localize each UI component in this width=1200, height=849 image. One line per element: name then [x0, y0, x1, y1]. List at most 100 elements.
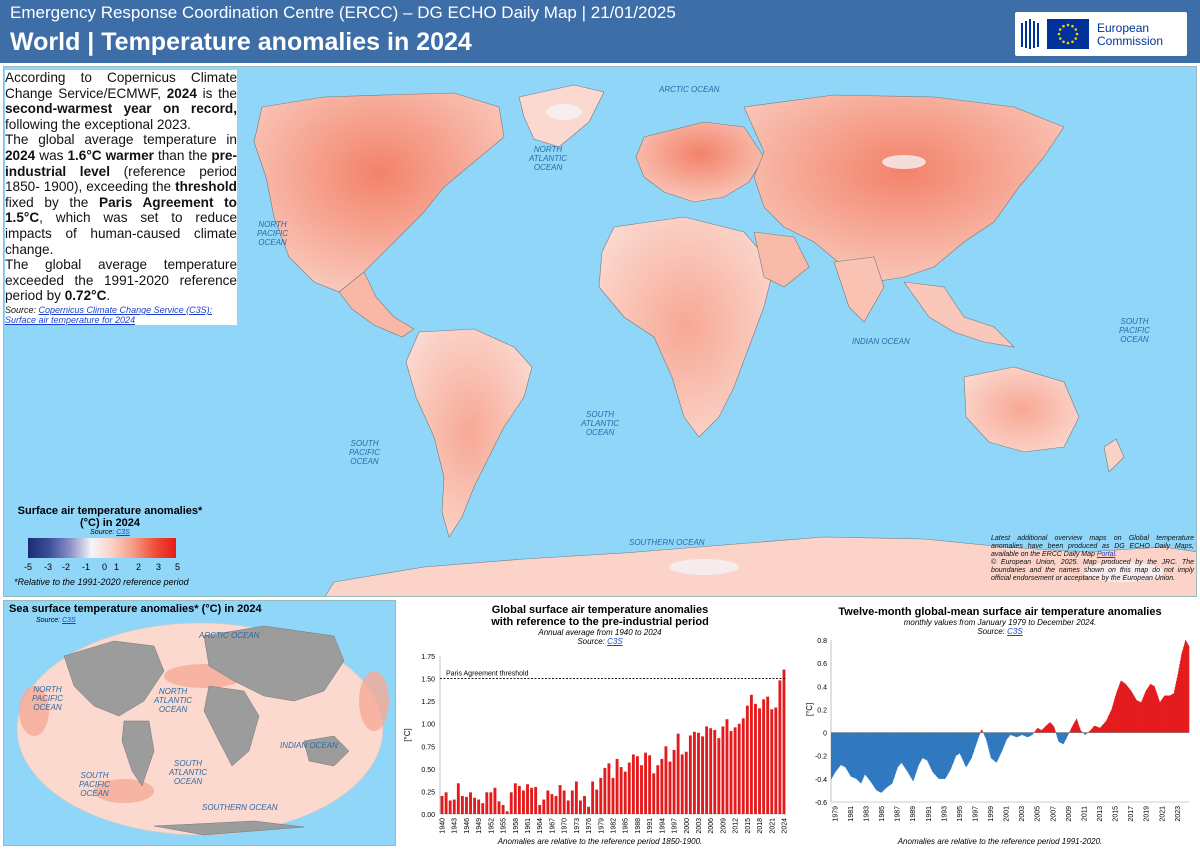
chart1-xtick-label: 1991	[647, 818, 654, 834]
chart1-xtick-label: 1940	[440, 818, 447, 834]
chart1-bar	[709, 728, 713, 814]
chart2-month-bar	[1015, 732, 1017, 737]
chart2-month-bar	[1016, 732, 1018, 738]
chart2-xtick-label: 2013	[1097, 806, 1104, 822]
central-america-land	[338, 271, 415, 338]
chart2-month-bar	[1118, 684, 1120, 733]
chart2-month-bar	[1168, 695, 1170, 733]
chart1-bar	[729, 730, 733, 814]
chart2-month-bar	[871, 732, 873, 784]
chart2-month-bar	[1148, 686, 1150, 733]
chart1-bar	[469, 792, 472, 814]
chart2-month-bar	[1152, 685, 1153, 733]
chart1-xtick-label: 2009	[720, 818, 727, 834]
chart2-month-bar	[1128, 687, 1129, 733]
chart2-month-bar	[1039, 729, 1041, 733]
chart2-month-bar	[918, 732, 920, 765]
chart2-month-bar	[840, 732, 842, 766]
chart2-month-bar	[873, 732, 875, 787]
chart2-month-bar	[1078, 726, 1080, 733]
chart2-month-bar	[1072, 724, 1074, 733]
chart2-month-bar	[1176, 680, 1177, 733]
chart2-month-bar	[980, 731, 982, 733]
chart1-bar	[538, 804, 542, 814]
chart2-month-bar	[1148, 685, 1150, 733]
chart2-month-bar	[1067, 732, 1069, 736]
chart2-month-bar	[984, 732, 986, 737]
sea-label-north-pacific: NORTH PACIFIC OCEAN	[32, 685, 63, 712]
chart2-month-bar	[892, 732, 894, 781]
sea-surface-map	[16, 622, 389, 836]
chart2-month-bar	[973, 732, 974, 753]
chart2-month-bar	[1159, 701, 1161, 733]
sea-label-south-atlantic: SOUTH ATLANTIC OCEAN	[169, 759, 208, 786]
legend-note: *Relative to the 1991-2020 reference per…	[14, 577, 189, 587]
chart2-month-bar	[1035, 730, 1037, 733]
chart2-month-bar	[899, 732, 901, 765]
chart2-month-bar	[1104, 722, 1105, 733]
chart2-subtitle: monthly values from January 1979 to Dece…	[903, 618, 1097, 627]
chart2-month-bar	[881, 732, 883, 792]
chart1-bar	[526, 784, 529, 814]
chart2-month-bar	[1147, 687, 1149, 733]
chart2-month-bar	[955, 732, 957, 756]
chart2-month-bar	[889, 732, 891, 786]
chart1-ytick-label: 1.00	[421, 722, 435, 729]
chart2-month-bar	[1139, 701, 1141, 733]
chart1-xtick-label: 2015	[745, 818, 752, 834]
chart2-month-bar	[1132, 694, 1134, 733]
chart2-month-bar	[963, 732, 965, 764]
chart2-month-bar	[1012, 732, 1014, 736]
chart2-xtick-label: 1985	[879, 806, 886, 822]
chart1-source-link[interactable]: C3S	[607, 637, 623, 646]
chart2-month-bar	[1120, 680, 1122, 733]
chart2-month-bar	[923, 732, 925, 759]
chart2-month-bar	[836, 732, 838, 771]
chart2-month-bar	[1073, 723, 1075, 733]
north-america-land	[253, 92, 505, 293]
chart2-month-bar	[925, 732, 927, 760]
chart2-month-bar	[1184, 642, 1186, 733]
chart2-ytick-label: 0.8	[817, 638, 827, 645]
chart2-month-bar	[1163, 696, 1165, 733]
chart2-month-bar	[930, 732, 932, 768]
chart2-month-bar	[1167, 695, 1169, 733]
chart2-month-bar	[1013, 732, 1015, 737]
sea-source-link[interactable]: C3S	[62, 617, 76, 624]
chart2-ytick-label: 0.6	[817, 661, 827, 668]
chart2-month-bar	[896, 732, 898, 770]
chart2-month-bar	[989, 732, 991, 753]
chart1-bar	[766, 696, 770, 814]
chart2-month-bar	[1122, 681, 1124, 733]
chart2-xtick-label: 1979	[832, 806, 839, 822]
legend-source-link[interactable]: C3S	[116, 529, 130, 536]
info-paragraph-2: The global average temperature in 2024 w…	[5, 132, 237, 257]
chart2-month-bar	[862, 732, 864, 779]
page-title: World | Temperature anomalies in 2024	[10, 28, 472, 56]
chart2-month-bar	[1078, 724, 1080, 733]
chart1-bar	[721, 726, 725, 814]
chart2-month-bar	[1024, 732, 1026, 737]
chart2-month-bar	[929, 732, 931, 767]
chart2-month-bar	[1044, 727, 1046, 733]
copernicus-source-link[interactable]: Copernicus Climate Change Service (C3S):…	[5, 304, 213, 325]
india-land	[833, 256, 885, 323]
credits-copyright: © European Union, 2025. Map produced by …	[991, 559, 1194, 582]
chart2-month-bar	[843, 732, 845, 767]
chart2-month-bar	[1067, 732, 1069, 735]
chart2-month-bar	[1004, 732, 1006, 745]
chart2-month-bar	[964, 732, 966, 765]
asia-land	[743, 94, 1065, 283]
chart2-month-bar	[954, 732, 956, 760]
chart2-month-bar	[1159, 701, 1161, 733]
chart2-month-bar	[945, 732, 947, 778]
chart2-month-bar	[831, 732, 832, 779]
chart2-month-bar	[1038, 728, 1040, 733]
chart2-month-bar	[1172, 694, 1174, 733]
chart1-bar	[587, 806, 591, 814]
chart2-source-link[interactable]: C3S	[1007, 627, 1023, 636]
chart2-month-bar	[1086, 732, 1088, 734]
chart2-month-bar	[1141, 701, 1142, 733]
chart1-plot: 0.00 0.25 0.50 0.75 1.00 1.25 1.50 1.75 Paris Ag…	[403, 654, 788, 834]
portal-link[interactable]: Portal	[1096, 551, 1116, 558]
